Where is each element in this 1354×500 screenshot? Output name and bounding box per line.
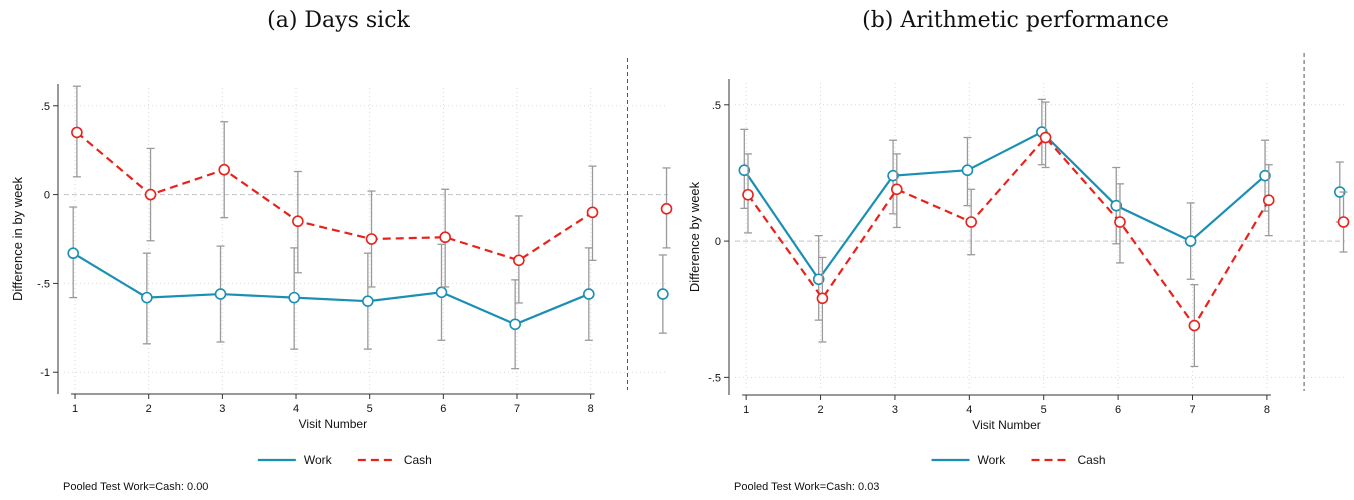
work-data-point (1110, 199, 1123, 212)
legend-work-label: Work (978, 453, 1007, 467)
y-tick-label: -1 (40, 367, 50, 379)
x-tick-label: 4 (966, 404, 972, 416)
work-series-line (72, 252, 590, 326)
x-tick-label: 7 (1189, 404, 1195, 416)
x-tick-label: 5 (367, 403, 373, 415)
work-data-point (1259, 169, 1271, 182)
pooled-test-note: Pooled Test Work=Cash: 0.03 (734, 481, 880, 493)
work-data-point (961, 164, 974, 177)
legend-work-label: Work (304, 453, 333, 467)
x-tick-label: 8 (588, 403, 594, 415)
legend-cash-label: Cash (404, 453, 432, 467)
y-axis-title: Difference by week (687, 181, 702, 292)
y-tick-label: 0 (44, 190, 50, 202)
work-data-point (812, 273, 825, 286)
x-tick-label: 2 (146, 403, 152, 415)
cash-pooled-point (1337, 216, 1350, 228)
cash-data-point (1262, 194, 1275, 207)
cash-data-point (890, 183, 903, 196)
cash-series-line (76, 131, 594, 262)
work-data-point (141, 291, 153, 304)
x-tick-label: 4 (293, 403, 299, 415)
cash-data-point (742, 188, 754, 201)
cash-data-point (1039, 131, 1052, 144)
panel-days-sick: (a) Days sick .5 0 -.5 -1 1 2 3 4 5 6 7 8 Visit Numb… (10, 8, 673, 493)
work-data-point (67, 247, 80, 260)
y-tick-label: .5 (41, 101, 50, 113)
x-tick-label: 6 (1115, 404, 1121, 416)
y-tick-label: 0 (715, 236, 721, 248)
cash-data-point (365, 233, 378, 245)
work-data-point (435, 286, 448, 299)
legend-cash-label: Cash (1078, 453, 1106, 467)
cash-data-point (71, 126, 83, 139)
days-sick-chart: .5 0 -.5 -1 1 2 3 4 5 6 7 8 Visit Number Difference i… (10, 58, 673, 467)
panel-arithmetic-performance: (b) Arithmetic performance .5 0 -.5 1 2 3 4 5 6 7… (677, 0, 1354, 500)
y-tick-label: .5 (712, 100, 721, 112)
cash-data-point (1188, 319, 1201, 332)
work-data-point (214, 288, 227, 300)
x-axis-title: Visit Number (299, 417, 367, 431)
work-data-point (1184, 235, 1197, 247)
y-tick-label: -.5 (708, 372, 721, 384)
work-data-point (362, 295, 374, 307)
chart-title: (a) Days sick (267, 8, 410, 33)
cash-data-point (144, 188, 157, 201)
x-tick-label: 6 (440, 403, 446, 415)
pooled-test-note: Pooled Test Work=Cash: 0.00 (63, 481, 209, 493)
x-tick-label: 2 (817, 404, 823, 416)
x-tick-label: 1 (72, 403, 78, 415)
x-tick-label: 3 (219, 403, 225, 415)
cash-data-point (1114, 216, 1126, 228)
cash-data-point (586, 206, 599, 219)
x-tick-label: 5 (1041, 404, 1047, 416)
chart-title: (b) Arithmetic performance (862, 8, 1169, 33)
cash-data-point (439, 231, 451, 244)
work-data-point (509, 318, 521, 331)
x-tick-label: 7 (514, 403, 520, 415)
cash-data-point (292, 215, 304, 228)
cash-data-point (513, 254, 525, 267)
work-data-point (738, 164, 751, 177)
work-data-point (583, 288, 595, 300)
x-tick-label: 1 (743, 404, 749, 416)
y-tick-label: -.5 (37, 278, 50, 290)
y-axis-title: Difference in by week (10, 176, 25, 301)
x-tick-label: 8 (1264, 404, 1270, 416)
cash-series-line (747, 135, 1270, 328)
work-series-line (743, 130, 1266, 282)
arithmetic-performance-chart: .5 0 -.5 1 2 3 4 5 6 7 8 Visit Number Difference by … (687, 53, 1350, 467)
work-pooled-point (657, 288, 669, 300)
cash-data-point (965, 216, 977, 228)
cash-data-point (816, 292, 829, 305)
x-tick-label: 3 (892, 404, 898, 416)
work-data-point (288, 291, 300, 304)
cash-pooled-point (660, 203, 673, 215)
x-axis-title: Visit Number (972, 418, 1040, 432)
work-data-point (887, 169, 899, 182)
cash-data-point (218, 163, 231, 176)
